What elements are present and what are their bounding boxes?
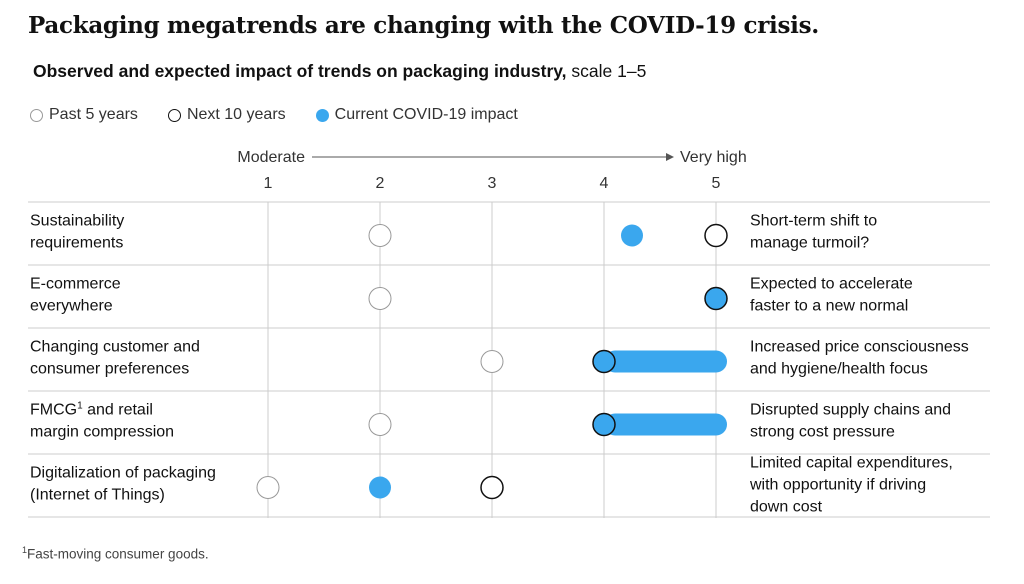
current-marker <box>621 224 643 247</box>
tick-label-4: 4 <box>600 175 609 192</box>
tick-label-3: 3 <box>488 175 497 192</box>
footnote-text: Fast-moving consumer goods. <box>27 546 209 562</box>
row-note: Short-term shift to manage turmoil? <box>750 213 877 252</box>
legend-past-label: Past 5 years <box>49 106 138 123</box>
tick-label-1: 1 <box>264 175 273 192</box>
chart-subtitle: Observed and expected impact of trends o… <box>33 61 646 82</box>
next-marker <box>592 412 616 437</box>
past-marker <box>256 476 280 499</box>
legend-current-label: Current COVID-19 impact <box>334 106 518 123</box>
current-marker <box>369 476 391 499</box>
row-note: Limited capital expenditures, with opport… <box>749 455 953 516</box>
tick-label-5: 5 <box>712 175 721 192</box>
legend: Past 5 years Next 10 years Current COVID… <box>30 106 548 124</box>
footnote-mark: 1 <box>22 545 28 555</box>
next-marker <box>704 286 728 311</box>
scale-right-label: Very high <box>680 149 747 166</box>
row-label: Changing customer and consumer preference… <box>30 339 200 378</box>
current-impact-bar <box>604 350 727 373</box>
past-marker <box>368 413 392 436</box>
row-note: Disrupted supply chains and strong cost p… <box>750 402 951 441</box>
row-label: Sustainability requirements <box>30 213 124 252</box>
subtitle-scale: scale 1–5 <box>571 61 647 81</box>
scale-arrow-head <box>666 153 674 161</box>
past-marker <box>480 350 504 373</box>
tick-label-2: 2 <box>376 175 385 192</box>
legend-current-marker <box>315 108 329 122</box>
row-label: Digitalization of packaging (Internet of … <box>30 465 216 504</box>
row-note: Increased price consciousness and hygiene… <box>750 339 969 378</box>
subtitle-bold: Observed and expected impact of trends o… <box>33 61 567 81</box>
chart-title: Packaging megatrends are changing with t… <box>28 12 819 39</box>
scale-left-label: Moderate <box>237 149 305 166</box>
row-note: Expected to accelerate faster to a new no… <box>750 276 913 315</box>
legend-item-past: Past 5 years <box>30 106 138 124</box>
next-marker <box>480 475 504 500</box>
row-label: E-commerce everywhere <box>30 276 121 315</box>
footnote: 1Fast-moving consumer goods. <box>22 545 209 562</box>
past-marker <box>368 224 392 247</box>
legend-past-marker <box>30 108 43 122</box>
current-impact-bar <box>604 413 727 436</box>
row-label: FMCG1 and retail margin compression <box>30 401 174 441</box>
past-marker <box>368 287 392 310</box>
legend-item-next: Next 10 years <box>167 106 286 124</box>
legend-item-current: Current COVID-19 impact <box>315 106 518 124</box>
next-marker <box>704 223 728 248</box>
next-marker <box>592 349 616 374</box>
legend-next-label: Next 10 years <box>186 106 286 123</box>
legend-next-marker <box>167 108 181 122</box>
